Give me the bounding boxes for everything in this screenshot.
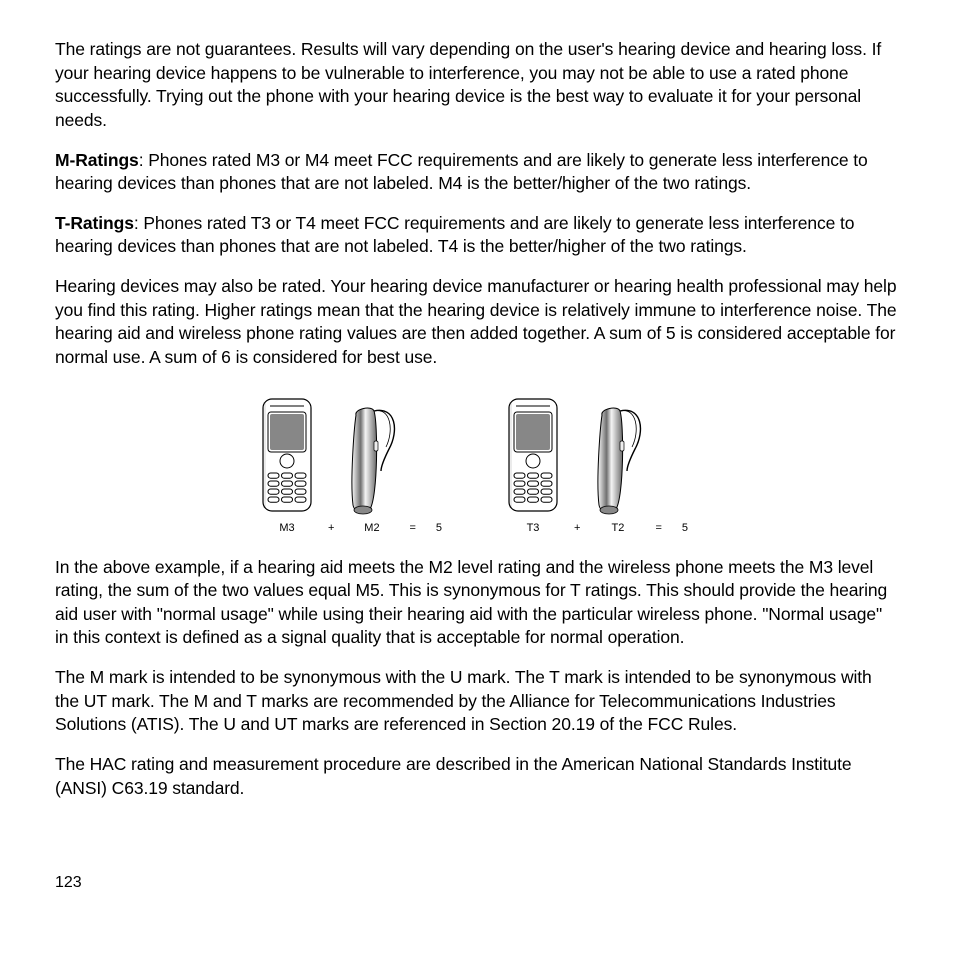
t-ratings-label: T-Ratings <box>55 213 134 233</box>
paragraph-2: M-Ratings: Phones rated M3 or M4 meet FC… <box>55 149 899 196</box>
right-equals: = <box>645 520 671 536</box>
hearing-aid-icon <box>344 401 399 516</box>
phone-icon <box>502 398 564 516</box>
right-phone-rating: T3 <box>527 522 540 536</box>
paragraph-5: In the above example, if a hearing aid m… <box>55 556 899 651</box>
left-equals: = <box>399 520 425 536</box>
t-ratings-text: : Phones rated T3 or T4 meet FCC require… <box>55 213 854 257</box>
left-aid-rating: M2 <box>364 522 379 536</box>
paragraph-7: The HAC rating and measurement procedure… <box>55 753 899 800</box>
right-sum: 5 <box>672 520 698 536</box>
left-plus: + <box>318 520 344 536</box>
hearing-aid-icon <box>590 401 645 516</box>
diagram-left-group: M3 + <box>256 398 452 536</box>
m-ratings-label: M-Ratings <box>55 150 139 170</box>
left-phone-rating: M3 <box>279 522 294 536</box>
ratings-diagram: M3 + <box>55 398 899 536</box>
page-number: 123 <box>55 874 82 892</box>
phone-icon <box>256 398 318 516</box>
right-aid-rating: T2 <box>612 522 625 536</box>
paragraph-4: Hearing devices may also be rated. Your … <box>55 275 899 370</box>
paragraph-6: The M mark is intended to be synonymous … <box>55 666 899 737</box>
right-plus: + <box>564 520 590 536</box>
paragraph-3: T-Ratings: Phones rated T3 or T4 meet FC… <box>55 212 899 259</box>
left-sum: 5 <box>426 520 452 536</box>
m-ratings-text: : Phones rated M3 or M4 meet FCC require… <box>55 150 868 194</box>
paragraph-1: The ratings are not guarantees. Results … <box>55 38 899 133</box>
diagram-right-group: T3 + <box>502 398 698 536</box>
